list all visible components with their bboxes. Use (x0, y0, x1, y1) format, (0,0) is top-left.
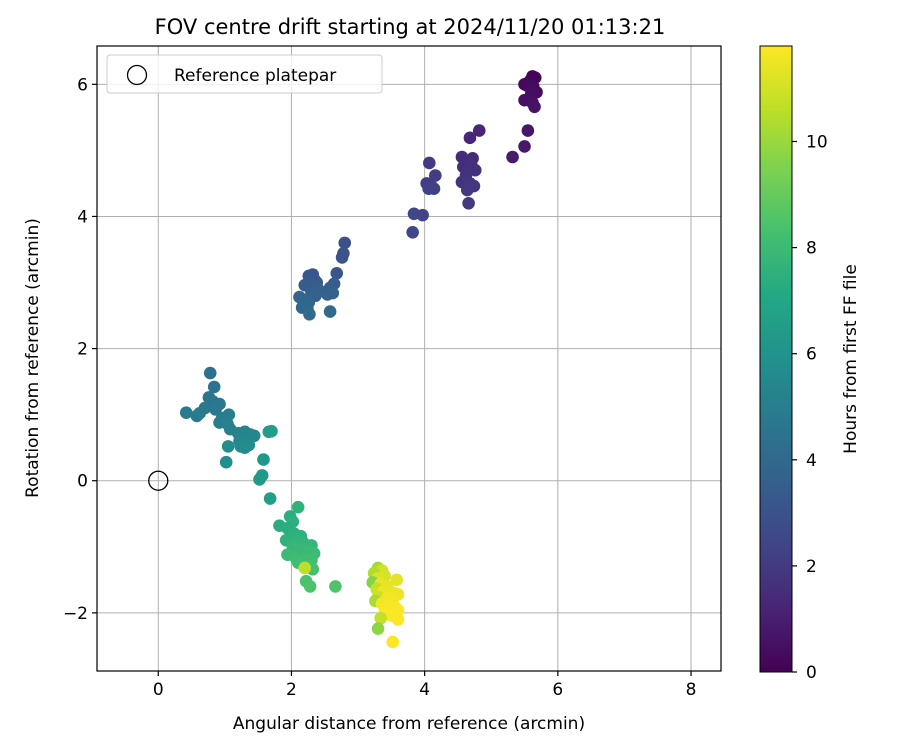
colorbar-tick-label: 6 (806, 345, 817, 365)
y-tick-label: −2 (63, 604, 88, 624)
data-point (518, 140, 531, 153)
x-tick-label: 0 (153, 680, 164, 700)
data-point (406, 226, 419, 239)
y-tick-label: 2 (77, 340, 88, 360)
y-axis-label: Rotation from reference (arcmin) (23, 218, 43, 498)
data-point (326, 286, 340, 300)
plot-area-frame (96, 45, 722, 672)
colorbar-tick-label: 4 (806, 451, 817, 471)
chart-title: FOV centre drift starting at 2024/11/20 … (155, 15, 666, 39)
x-tick-label: 6 (552, 680, 563, 700)
data-point (472, 124, 486, 137)
colorbar-tick-label: 8 (806, 239, 817, 259)
y-tick-label: 4 (77, 207, 88, 227)
data-point (262, 425, 276, 439)
data-point (330, 266, 344, 280)
colorbar-tick-label: 0 (806, 663, 817, 683)
data-point (423, 156, 436, 170)
data-point (390, 573, 403, 587)
reference-platepar-marker (148, 470, 169, 491)
colorbar-ticks: 0 2 4 6 8 10 (792, 132, 828, 683)
data-point (460, 183, 474, 197)
x-tick-label: 8 (686, 680, 697, 700)
data-point (427, 182, 441, 196)
data-point (257, 453, 270, 466)
legend-marker (126, 64, 148, 86)
data-point (298, 561, 312, 575)
data-point (374, 611, 387, 625)
data-point (190, 409, 204, 423)
data-point (391, 613, 405, 626)
data-point (506, 150, 519, 164)
data-point (221, 440, 235, 453)
data-point (203, 366, 217, 380)
data-point (528, 100, 541, 114)
data-point (371, 622, 385, 636)
data-point (462, 196, 475, 210)
data-point (407, 207, 421, 221)
x-axis-label: Angular distance from reference (arcmin) (233, 714, 585, 734)
colorbar-tick-label: 2 (806, 557, 817, 577)
data-point (386, 635, 399, 649)
axis-ticks: 0 2 4 6 8 −2 0 2 4 6 (63, 75, 697, 700)
data-point (329, 580, 342, 593)
data-point (335, 251, 349, 264)
colorbar-tick-label: 10 (806, 132, 828, 152)
data-point (219, 455, 233, 469)
data-point (238, 441, 252, 454)
data-point (323, 305, 337, 318)
y-tick-label: 6 (77, 75, 88, 95)
data-point (209, 403, 222, 416)
grid (97, 46, 721, 671)
data-point (179, 406, 193, 419)
data-point (463, 131, 477, 145)
data-point (253, 473, 266, 486)
data-point (468, 163, 482, 177)
y-tick-label: 0 (77, 472, 88, 492)
legend: Reference platepar (106, 54, 383, 94)
data-point (429, 169, 442, 182)
data-point (291, 500, 305, 514)
colorbar-label: Hours from first FF file (841, 264, 861, 454)
legend-box (106, 54, 383, 94)
colorbar-gradient (759, 45, 793, 673)
colorbar: 0 2 4 6 8 10 Hours from first FF file (759, 45, 861, 683)
data-point (303, 307, 316, 321)
x-tick-label: 2 (286, 680, 297, 700)
legend-label: Reference platepar (174, 66, 336, 86)
scatter-points (179, 70, 543, 649)
data-point (303, 580, 317, 593)
data-point (338, 236, 352, 250)
data-point (263, 492, 277, 505)
x-tick-label: 4 (419, 680, 430, 700)
data-point (521, 124, 535, 137)
data-point (207, 380, 221, 394)
